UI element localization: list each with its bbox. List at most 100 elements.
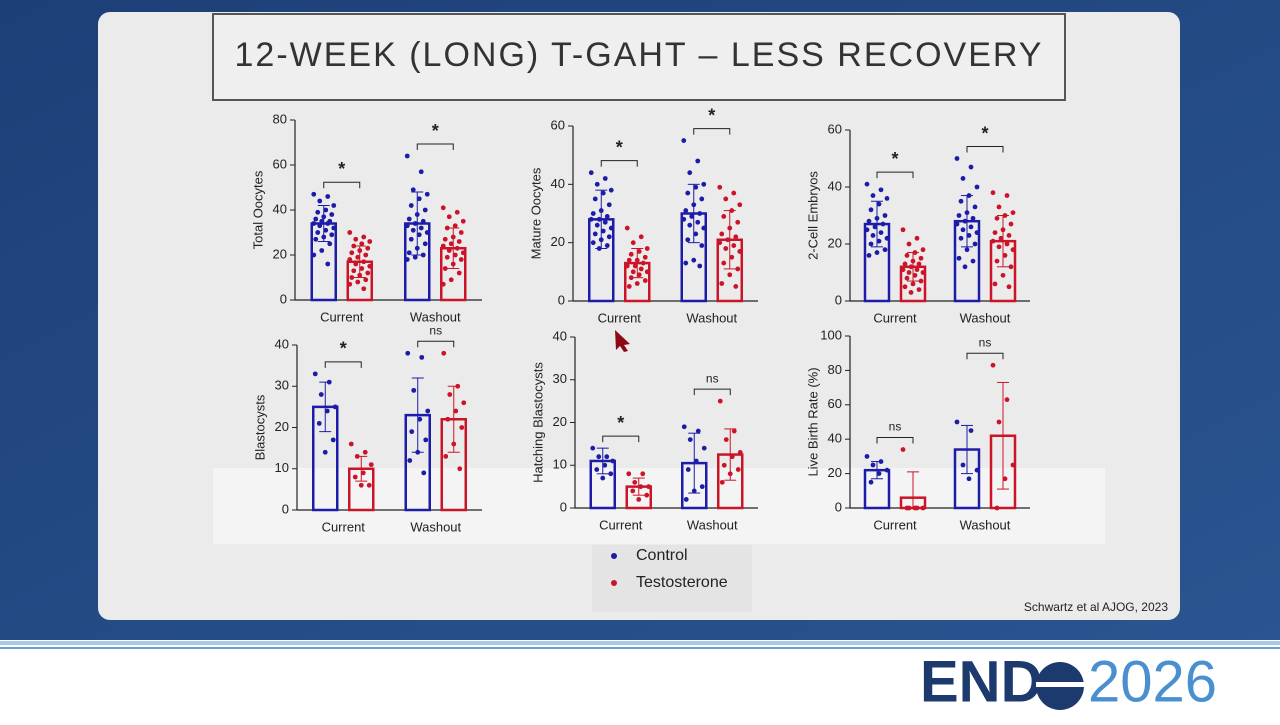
significance-label: ns bbox=[429, 323, 442, 337]
data-point bbox=[594, 222, 600, 228]
significance-bracket bbox=[323, 181, 361, 189]
data-point bbox=[422, 241, 428, 247]
data-point bbox=[416, 196, 422, 202]
data-point bbox=[318, 392, 324, 397]
data-point bbox=[634, 257, 640, 263]
data-point bbox=[640, 260, 646, 266]
data-point bbox=[325, 221, 331, 226]
logo-globe bbox=[1036, 662, 1084, 710]
data-point bbox=[321, 214, 327, 220]
cursor bbox=[615, 330, 630, 352]
significance-bracket bbox=[693, 388, 731, 396]
data-point bbox=[412, 254, 418, 260]
data-point bbox=[733, 284, 739, 289]
y-tick-label: 40 bbox=[551, 176, 565, 191]
data-point bbox=[699, 484, 705, 490]
data-point bbox=[1010, 210, 1016, 216]
data-point bbox=[737, 450, 743, 455]
data-point bbox=[331, 225, 337, 231]
significance-bracket bbox=[966, 146, 1004, 153]
significance-label: * bbox=[981, 123, 988, 143]
data-point bbox=[960, 227, 966, 233]
data-point bbox=[1004, 397, 1010, 403]
data-point bbox=[626, 284, 632, 289]
y-tick-label: 20 bbox=[553, 414, 567, 429]
y-tick-label: 10 bbox=[553, 457, 567, 472]
data-point bbox=[417, 416, 423, 422]
data-point bbox=[1002, 253, 1008, 258]
data-point bbox=[450, 261, 456, 267]
data-point bbox=[358, 482, 364, 488]
data-point bbox=[1008, 264, 1014, 270]
data-point bbox=[359, 266, 365, 271]
y-tick-label: 60 bbox=[828, 121, 842, 136]
y-tick-label: 0 bbox=[835, 499, 842, 514]
data-point bbox=[347, 230, 353, 235]
data-point bbox=[990, 238, 996, 244]
data-point bbox=[636, 272, 642, 278]
data-point bbox=[994, 505, 1000, 511]
data-point bbox=[349, 275, 355, 280]
data-point bbox=[687, 437, 693, 442]
data-point bbox=[354, 453, 360, 459]
y-tick-label: 40 bbox=[553, 328, 567, 343]
logo-right: 2026 bbox=[1088, 649, 1217, 714]
data-point bbox=[697, 211, 703, 216]
data-point bbox=[874, 215, 880, 221]
data-point bbox=[419, 354, 425, 360]
data-point bbox=[630, 240, 636, 246]
data-point bbox=[348, 441, 354, 447]
data-point bbox=[360, 470, 366, 476]
data-point bbox=[351, 243, 357, 249]
significance-label: * bbox=[616, 137, 623, 157]
data-point bbox=[418, 169, 424, 175]
data-point bbox=[440, 281, 446, 287]
data-point bbox=[681, 216, 687, 222]
title-box bbox=[212, 13, 1066, 101]
data-point bbox=[1000, 272, 1006, 278]
data-point bbox=[735, 219, 741, 225]
y-tick-label: 10 bbox=[275, 460, 289, 475]
data-point bbox=[322, 449, 328, 455]
data-point bbox=[699, 243, 705, 248]
data-point bbox=[313, 216, 319, 222]
data-point bbox=[689, 214, 695, 219]
data-point bbox=[424, 230, 430, 235]
data-point bbox=[604, 243, 610, 248]
y-tick-label: 40 bbox=[273, 201, 287, 216]
data-point bbox=[964, 247, 970, 253]
data-point bbox=[452, 252, 458, 258]
data-point bbox=[347, 281, 353, 287]
data-point bbox=[693, 184, 699, 190]
data-point bbox=[1004, 193, 1010, 198]
data-point bbox=[735, 467, 741, 472]
data-point bbox=[460, 250, 466, 256]
data-point bbox=[962, 218, 968, 224]
x-tick-label: Current bbox=[873, 517, 917, 532]
data-point bbox=[646, 484, 652, 490]
data-point bbox=[458, 230, 464, 235]
y-tick-label: 80 bbox=[828, 362, 842, 377]
y-tick-label: 0 bbox=[282, 501, 289, 516]
data-point bbox=[312, 371, 318, 377]
data-point bbox=[600, 475, 606, 481]
data-point bbox=[365, 270, 371, 276]
data-point bbox=[970, 258, 976, 264]
data-point bbox=[455, 383, 461, 389]
data-point bbox=[884, 467, 890, 473]
data-point bbox=[357, 272, 363, 278]
significance-label: * bbox=[891, 149, 898, 169]
data-point bbox=[912, 505, 918, 511]
data-point bbox=[412, 221, 418, 226]
data-point bbox=[864, 227, 870, 233]
data-point bbox=[632, 479, 638, 485]
data-point bbox=[954, 221, 960, 227]
data-point bbox=[446, 214, 452, 220]
data-point bbox=[904, 275, 910, 281]
data-point bbox=[604, 454, 610, 460]
data-point bbox=[608, 225, 614, 231]
data-point bbox=[681, 424, 687, 430]
footer-line bbox=[0, 641, 1280, 645]
data-point bbox=[456, 239, 462, 244]
